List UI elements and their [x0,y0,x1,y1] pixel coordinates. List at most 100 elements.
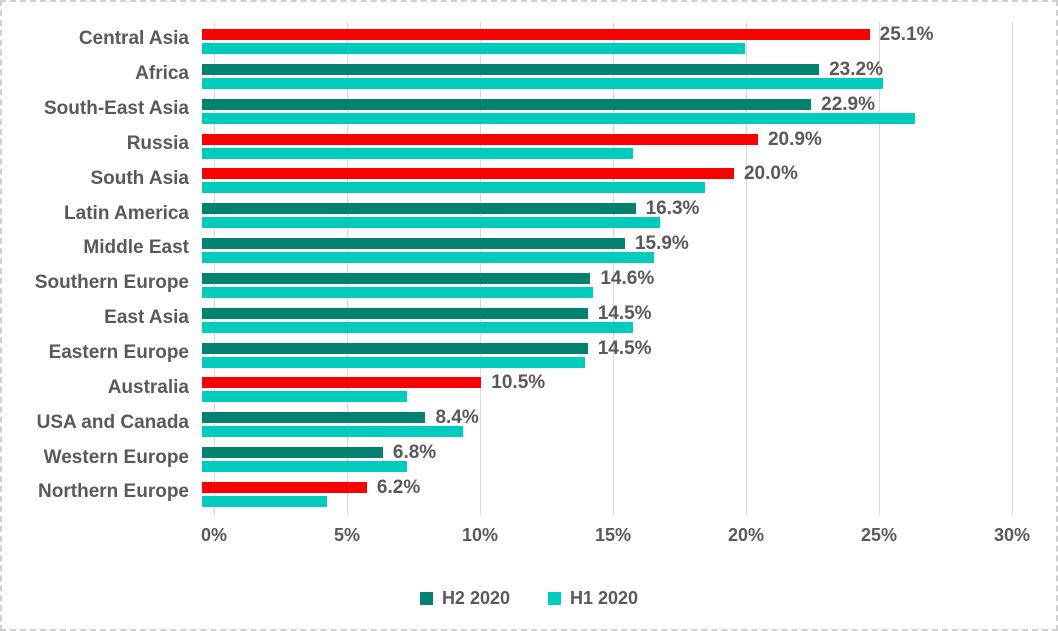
h1-2020-bar[interactable] [202,356,586,368]
legend-item[interactable]: H2 2020 [419,587,510,609]
bar-group: 16.3% [202,196,1000,231]
category-label: USA and Canada [36,411,189,433]
bar-group: 25.1% [202,22,1000,57]
data-label: 20.9% [767,128,822,150]
data-label: 15.9% [634,233,689,255]
x-axis-tick-label: 15% [594,524,632,545]
bar-group: 20.9% [202,127,1000,162]
h2-2020-bar[interactable] [202,272,591,284]
category-label: Eastern Europe [48,342,189,364]
h1-2020-bar[interactable] [202,461,407,473]
bar-group: 20.0% [202,161,1000,196]
h2-2020-bar[interactable] [202,168,734,180]
x-axis-tick-label: 5% [333,524,360,545]
bar-row: Central Asia 25.1% [2,22,1056,57]
data-label: 22.9% [821,93,875,115]
bar-group: 8.4% [202,405,1000,440]
h2-2020-bar[interactable] [202,342,588,354]
x-axis-tick-label: 30% [993,524,1031,545]
legend-label: H1 2020 [570,587,639,608]
x-axis-tick-label: 0% [200,524,228,545]
h1-2020-bar[interactable] [202,426,463,438]
h1-2020-bar[interactable] [202,217,660,229]
gridline [613,22,614,515]
bar-group: 10.5% [202,370,1000,405]
category-label: East Asia [104,307,189,329]
h2-2020-bar[interactable] [202,98,812,110]
bar-row: Australia 10.5% [2,370,1056,405]
bar-group: 22.9% [202,92,1000,127]
x-axis-tick-label: 25% [860,524,898,545]
x-axis-tick-label: 20% [727,524,764,545]
data-label: 14.6% [600,267,655,289]
h1-2020-bar[interactable] [202,391,407,403]
bar-rows: Central Asia 25.1% Africa 23.2% South-East A… [2,22,1056,510]
category-label: Australia [107,376,189,398]
category-label: South-East Asia [44,98,189,120]
bar-row: Africa 23.2% [2,57,1056,92]
bar-group: 14.5% [202,336,1000,371]
data-label: 25.1% [879,24,934,45]
bar-group: 14.5% [202,301,1000,336]
data-label: 14.5% [597,337,652,359]
gridline [346,22,348,515]
h1-2020-bar[interactable] [202,252,655,264]
category-label: Latin America [64,202,189,224]
h2-2020-bar[interactable] [202,238,625,250]
h2-2020-bar[interactable] [202,412,426,424]
h2-2020-bar[interactable] [202,447,383,459]
x-axis: 0% 5% 10% 15% 20% 25% 30% [201,517,1030,557]
bar-row: Southern Europe 14.6% [2,266,1056,301]
bar-row: South Asia 20.0% [2,161,1056,196]
gridline [479,22,481,515]
gridline [745,22,747,515]
legend-item[interactable]: H1 2020 [548,588,638,609]
category-label: Middle East [83,237,189,259]
h2-2020-bar[interactable] [202,307,588,319]
bar-row: Eastern Europe 14.5% [2,336,1056,371]
h2-2020-bar[interactable] [202,133,758,145]
bar-group: 23.2% [202,57,1000,92]
legend: H2 2020 H1 2020 [2,585,1056,611]
data-label: 16.3% [645,198,700,220]
gridline [879,22,880,515]
data-label: 23.2% [829,58,883,80]
bar-row: Northern Europe 6.2% [2,475,1056,510]
h2-2020-bar[interactable] [202,377,482,389]
h2-2020-bar[interactable] [202,203,636,215]
legend-swatch [419,591,433,605]
legend-label: H2 2020 [441,587,510,608]
h2-2020-bar[interactable] [202,481,367,493]
data-label: 20.0% [743,163,798,185]
h2-2020-bar[interactable] [202,63,820,75]
data-label: 6.2% [376,476,421,498]
legend-swatch [548,591,561,605]
plot-area: Central Asia 25.1% Africa 23.2% South-East A… [2,22,1056,557]
data-label: 14.5% [597,302,652,324]
category-label: Northern Europe [38,481,189,503]
bar-row: USA and Canada 8.4% [2,405,1056,440]
bar-group: 6.2% [202,475,1000,510]
bar-row: Russia 20.9% [2,127,1056,162]
bar-group: 14.6% [202,266,1000,301]
h1-2020-bar[interactable] [202,321,633,333]
category-label: Southern Europe [34,272,189,294]
gridline [1012,22,1013,515]
bar-group: 6.8% [202,440,1000,475]
category-label: Africa [135,63,189,85]
h1-2020-bar[interactable] [202,147,633,159]
h1-2020-bar[interactable] [202,182,705,194]
data-label: 10.5% [491,372,546,394]
h1-2020-bar[interactable] [202,112,915,124]
h1-2020-bar[interactable] [202,43,745,54]
h1-2020-bar[interactable] [202,495,328,507]
h1-2020-bar[interactable] [202,77,883,89]
bar-group: 15.9% [202,231,1000,266]
category-label: Central Asia [78,28,189,50]
category-label: Western Europe [43,446,189,468]
category-label: Russia [126,132,189,154]
h1-2020-bar[interactable] [202,286,594,298]
bar-row: Western Europe 6.8% [2,440,1056,475]
h2-2020-bar[interactable] [202,29,870,40]
